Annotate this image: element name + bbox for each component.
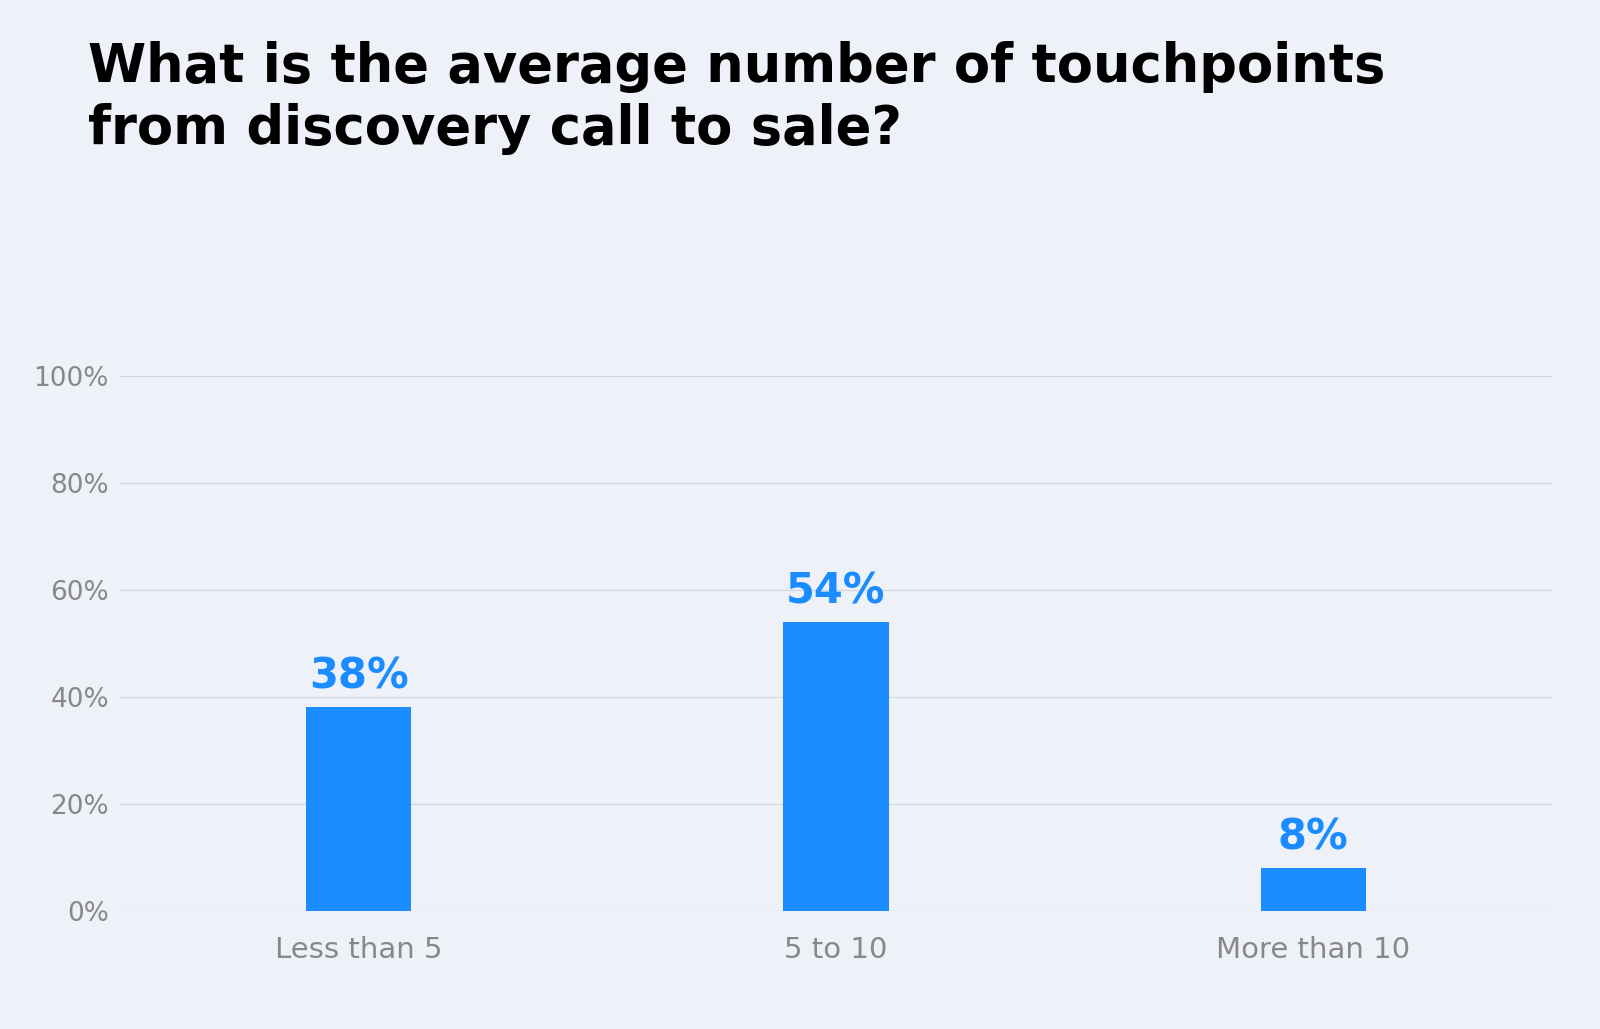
Bar [306, 707, 411, 911]
Text: What is the average number of touchpoints
from discovery call to sale?: What is the average number of touchpoint… [88, 41, 1386, 155]
Text: 38%: 38% [309, 655, 408, 698]
Bar [1261, 867, 1366, 911]
Text: 54%: 54% [786, 570, 886, 612]
Bar [784, 622, 888, 911]
Text: 8%: 8% [1278, 816, 1349, 858]
